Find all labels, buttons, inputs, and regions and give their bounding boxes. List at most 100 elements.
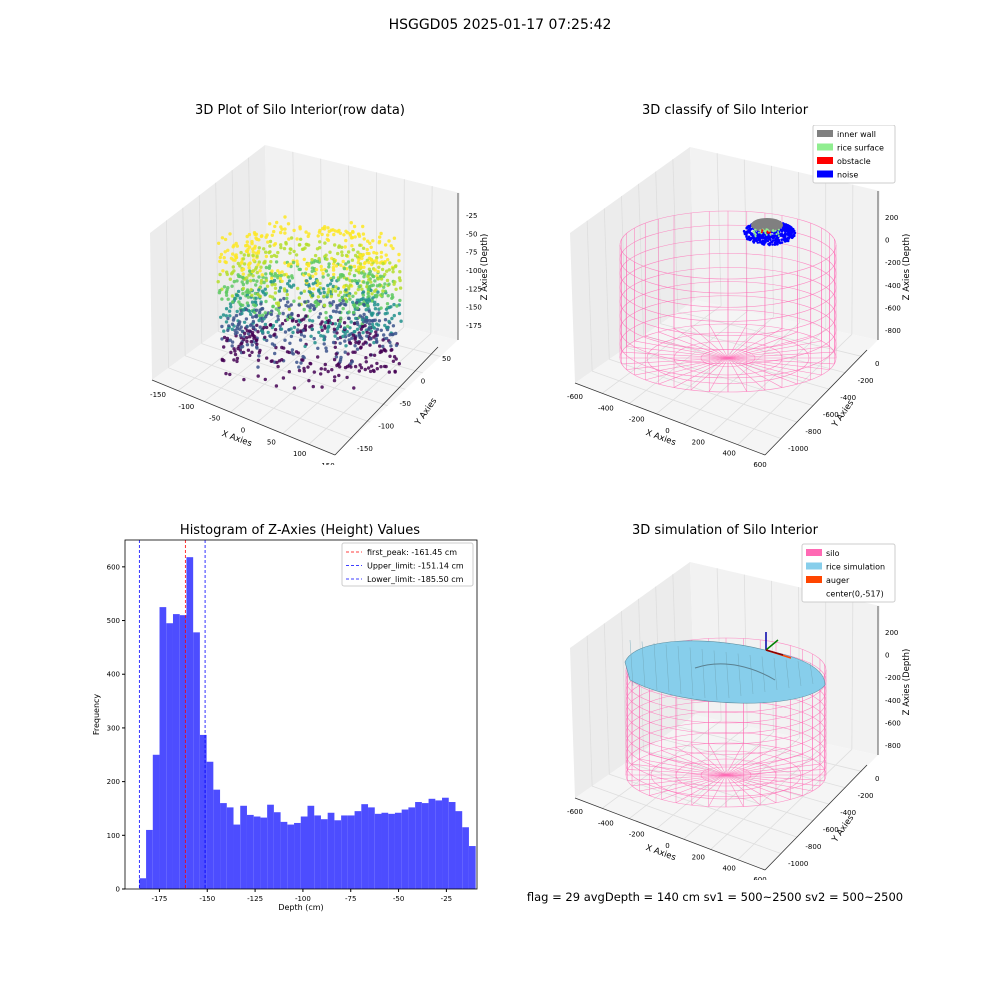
data-point [234, 313, 239, 318]
data-point [310, 258, 314, 262]
data-point [287, 275, 291, 279]
histogram-bar [388, 813, 395, 889]
data-point [249, 288, 253, 292]
data-point [271, 323, 276, 328]
data-point [365, 247, 369, 252]
data-point [394, 287, 398, 291]
data-point [375, 322, 379, 326]
data-point [285, 292, 289, 297]
data-point [353, 278, 357, 283]
data-point [330, 368, 334, 372]
data-point [384, 364, 388, 369]
data-point [386, 325, 390, 330]
data-point [222, 329, 226, 333]
data-point [220, 297, 224, 301]
data-point [352, 273, 357, 278]
grid-line [626, 347, 814, 407]
data-point [310, 324, 314, 328]
data-point [241, 308, 245, 312]
x-tick-label: -600 [567, 808, 583, 816]
data-point [309, 291, 313, 295]
data-point [251, 333, 255, 338]
data-point [314, 272, 318, 276]
data-point [368, 269, 372, 274]
histogram-bar [354, 811, 362, 889]
data-point [303, 324, 308, 328]
noise-point [766, 235, 770, 239]
classify-legend: inner wall rice surface obstacle noise [812, 125, 896, 184]
z-tick-label: -800 [885, 742, 901, 750]
data-point [261, 291, 266, 295]
data-point [379, 349, 383, 353]
data-point [354, 340, 358, 345]
data-point [262, 325, 266, 330]
x-tick-label: 150 [321, 462, 334, 465]
histogram-bar [139, 878, 147, 889]
data-point [308, 306, 312, 310]
grid-line [403, 179, 405, 328]
data-point [327, 265, 331, 269]
data-point [262, 280, 266, 285]
data-point [245, 339, 249, 344]
data-point [236, 261, 240, 266]
raw-point-cloud [216, 215, 403, 390]
x-tick-label: 400 [722, 865, 735, 873]
histogram-bar [381, 812, 389, 889]
grid-line [638, 183, 644, 336]
data-point [276, 317, 280, 322]
data-point [259, 265, 263, 269]
data-point [238, 320, 242, 324]
data-point [319, 264, 323, 269]
data-point [304, 314, 308, 318]
noise-point [771, 243, 774, 246]
status-line: flag = 29 avgDepth = 140 cm sv1 = 500~25… [526, 890, 904, 904]
data-point [241, 275, 245, 280]
data-point [244, 290, 248, 294]
data-point [372, 326, 377, 330]
data-point [257, 246, 261, 250]
data-point [345, 375, 349, 380]
data-point [343, 335, 348, 339]
data-point [382, 348, 387, 352]
data-point [311, 304, 315, 308]
x-tick-label: -200 [629, 831, 645, 839]
data-point [350, 279, 354, 283]
grid-line [629, 726, 748, 819]
data-point [392, 313, 396, 318]
noise-point [787, 231, 791, 235]
data-point [384, 307, 389, 311]
data-point [279, 245, 283, 250]
y-tick-label: 500 [107, 617, 120, 625]
data-point [289, 247, 293, 251]
histogram-bar [341, 815, 348, 889]
data-point [259, 302, 263, 306]
data-point [324, 349, 329, 353]
data-point [326, 233, 330, 237]
data-point [261, 313, 265, 317]
data-point [264, 265, 269, 270]
noise-point [770, 240, 773, 244]
data-point [257, 275, 261, 279]
data-point [375, 256, 379, 260]
y-axis-line [764, 764, 868, 871]
data-point [319, 325, 324, 329]
data-point [362, 312, 366, 317]
data-point [322, 290, 326, 295]
data-point [297, 368, 302, 373]
data-point [258, 294, 262, 299]
data-point [324, 320, 328, 325]
data-point [232, 316, 236, 320]
data-point [333, 229, 337, 233]
noise-point [767, 242, 770, 246]
data-point [306, 304, 310, 308]
data-point [297, 318, 301, 323]
data-point [263, 335, 267, 339]
data-point [246, 295, 251, 299]
data-point [321, 275, 325, 279]
noise-point [761, 235, 765, 239]
data-point [241, 272, 245, 276]
data-point [357, 302, 361, 307]
rice-surface-point [754, 228, 757, 231]
data-point [369, 280, 373, 284]
histogram-bar [415, 802, 422, 889]
